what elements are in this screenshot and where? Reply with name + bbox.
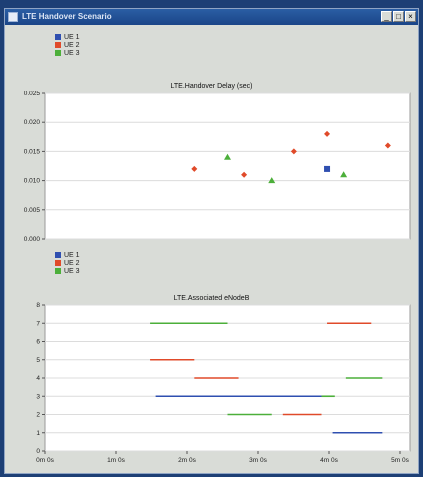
y-tick-label: 0.010: [24, 178, 41, 185]
legend-item-ue3: UE 3: [55, 267, 80, 275]
y-tick-label: 0.000: [24, 236, 41, 243]
data-point-diamond: [384, 142, 391, 149]
ue3-swatch: [55, 268, 61, 274]
data-point-triangle: [268, 177, 276, 184]
legend-label: UE 2: [64, 41, 80, 49]
handover-delay-title: LTE.Handover Delay (sec): [170, 83, 253, 90]
x-tick-label: 1m 0s: [107, 457, 125, 464]
legend-item-ue1: UE 1: [55, 251, 80, 259]
legend-item-ue1: UE 1: [55, 33, 80, 41]
legend-label: UE 1: [64, 33, 80, 41]
plot-area: [44, 92, 411, 240]
data-point-diamond: [241, 171, 248, 178]
associated-enodeb-title: LTE.Associated eNodeB: [173, 295, 250, 302]
analysis-window: LTE Handover Scenario _ □ × UE 1 UE 2 UE…: [4, 8, 419, 474]
y-tick-label: 4: [36, 375, 40, 382]
legend-item-ue3: UE 3: [55, 49, 80, 57]
handover-delay-chart: 0.025 0.020 0.015 0.010 0.005 0.000: [24, 91, 411, 243]
y-tick-label: 0.005: [24, 207, 41, 214]
minimize-button[interactable]: _: [381, 11, 392, 22]
window-title: LTE Handover Scenario: [22, 12, 112, 21]
data-point-diamond: [290, 148, 297, 155]
x-tick-label: 4m 0s: [320, 457, 338, 464]
ue2-swatch: [55, 42, 61, 48]
data-point-square: [324, 165, 331, 172]
legend-top: UE 1 UE 2 UE 3: [55, 33, 80, 57]
y-tick-label: 1: [36, 430, 40, 437]
data-point-triangle: [340, 171, 348, 178]
y-tick-label: 0.020: [24, 119, 41, 126]
legend-label: UE 2: [64, 259, 80, 267]
associated-enodeb-chart: 8 7 6 5 4 3 2 1 0 0m 0s 1m 0s 2m 0s 3m 0s 4m 0s 5m 0s: [36, 302, 411, 464]
y-tick-label: 0.025: [24, 91, 41, 97]
y-tick-label: 0.015: [24, 148, 41, 155]
y-tick-label: 2: [36, 412, 40, 419]
legend-label: UE 3: [64, 49, 80, 57]
y-tick-label: 0: [36, 448, 40, 455]
maximize-button[interactable]: □: [393, 11, 404, 22]
data-point-diamond: [191, 165, 198, 172]
legend-label: UE 1: [64, 251, 80, 259]
y-tick-label: 5: [36, 357, 40, 364]
data-point-triangle: [224, 153, 231, 160]
x-tick-label: 0m 0s: [36, 457, 54, 464]
x-tick-label: 5m 0s: [391, 457, 409, 464]
ue2-swatch: [55, 260, 61, 266]
legend-item-ue2: UE 2: [55, 259, 80, 267]
legend-bottom: UE 1 UE 2 UE 3: [55, 251, 80, 275]
y-tick-label: 3: [36, 393, 40, 400]
ue1-swatch: [55, 252, 61, 258]
ue3-swatch: [55, 50, 61, 56]
legend-item-ue2: UE 2: [55, 41, 80, 49]
data-point-diamond: [324, 130, 331, 137]
x-tick-label: 2m 0s: [178, 457, 196, 464]
y-tick-label: 8: [36, 302, 40, 309]
title-bar[interactable]: LTE Handover Scenario _ □ ×: [5, 9, 418, 25]
x-tick-label: 3m 0s: [249, 457, 267, 464]
ue1-swatch: [55, 34, 61, 40]
y-tick-label: 7: [36, 320, 40, 327]
legend-label: UE 3: [64, 267, 80, 275]
window-icon: [8, 12, 18, 22]
window-controls: _ □ ×: [381, 11, 416, 22]
close-button[interactable]: ×: [405, 11, 416, 22]
y-tick-label: 6: [36, 339, 40, 346]
